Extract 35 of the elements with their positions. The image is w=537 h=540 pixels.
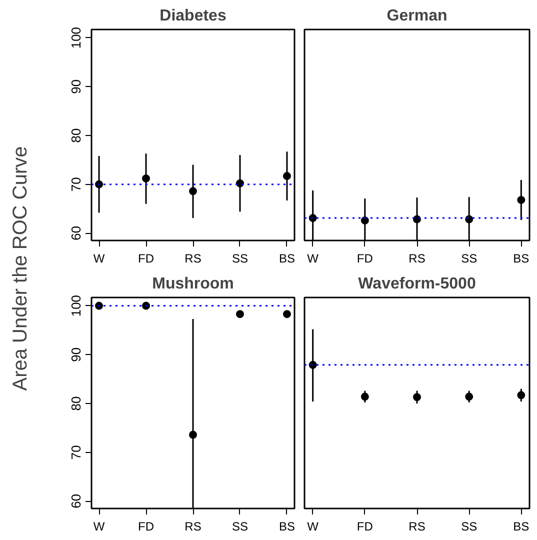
- x-tick-label: FD: [138, 520, 154, 534]
- x-tick-label: RS: [408, 252, 426, 266]
- x-tick-label: FD: [356, 520, 374, 534]
- y-tick-label: 90: [68, 347, 84, 362]
- x-tick-label: BS: [278, 252, 295, 266]
- y-tick-label: 80: [68, 396, 84, 411]
- y-tick-label: 100: [68, 294, 84, 317]
- chart-title: Waveform-5000: [358, 276, 476, 292]
- y-tick-label: 70: [68, 445, 84, 460]
- y-tick-label: 70: [68, 177, 84, 192]
- x-tick-label: RS: [184, 252, 202, 266]
- x-tick-label: RS: [408, 520, 426, 534]
- x-tick-label: SS: [232, 252, 248, 266]
- y-tick-label: 60: [68, 494, 84, 508]
- y-tick-label: 80: [68, 128, 84, 143]
- x-tick-label: W: [307, 520, 320, 534]
- x-tick-label: W: [93, 252, 106, 266]
- x-tick-label: FD: [138, 252, 154, 266]
- chart-title: German: [386, 8, 448, 24]
- y-axis-title: Area Under the ROC Curve: [9, 146, 32, 391]
- x-tick-label: BS: [278, 520, 295, 534]
- x-tick-label: BS: [513, 520, 530, 534]
- x-tick-label: SS: [461, 520, 478, 534]
- x-tick-label: RS: [184, 520, 202, 534]
- x-tick-label: SS: [232, 520, 248, 534]
- x-tick-label: FD: [356, 252, 374, 266]
- chart-title: Mushroom: [152, 276, 234, 292]
- y-tick-label: 60: [68, 226, 84, 240]
- x-tick-label: SS: [461, 252, 478, 266]
- x-tick-label: BS: [513, 252, 530, 266]
- chart-title: Diabetes: [160, 8, 226, 24]
- x-tick-label: W: [307, 252, 320, 266]
- y-tick-label: 100: [68, 26, 84, 49]
- y-tick-label: 90: [68, 79, 84, 94]
- x-tick-label: W: [93, 520, 106, 534]
